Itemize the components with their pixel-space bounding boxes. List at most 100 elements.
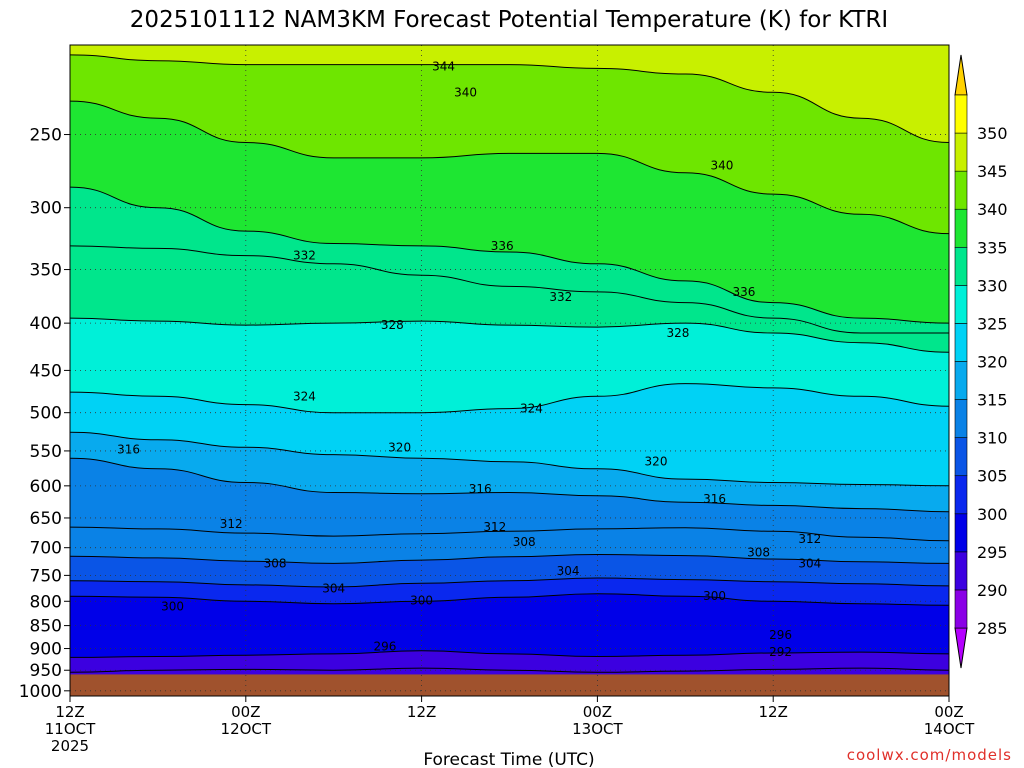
contour-label-324: 324 xyxy=(520,402,543,416)
colorbar-label-330: 330 xyxy=(977,276,1008,295)
contour-label-308: 308 xyxy=(513,535,536,549)
contour-label-316: 316 xyxy=(469,482,492,496)
colorbar-swatch-330 xyxy=(954,246,968,286)
colorbar-label-315: 315 xyxy=(977,391,1008,410)
contour-label-312: 312 xyxy=(483,520,506,534)
colorbar-label-290: 290 xyxy=(977,581,1008,600)
contour-label-296: 296 xyxy=(769,628,792,642)
ground-block xyxy=(70,674,949,696)
colorbar-swatch-340 xyxy=(954,170,968,210)
x-tick-label-48-1: 12Z xyxy=(759,703,788,721)
contour-label-340: 340 xyxy=(710,158,733,172)
contour-label-312: 312 xyxy=(798,532,821,546)
y-tick-label-600: 600 xyxy=(30,477,62,497)
contour-label-324: 324 xyxy=(293,389,316,403)
colorbar-swatch-310 xyxy=(954,399,968,438)
contour-label-344: 344 xyxy=(432,59,455,73)
x-tick-label-60-2: 14OCT xyxy=(924,720,975,738)
contour-label-340: 340 xyxy=(454,85,477,99)
x-tick-label-12-2: 12OCT xyxy=(221,720,272,738)
isentrope-300 xyxy=(70,593,949,606)
y-tick-label-950: 950 xyxy=(30,661,62,681)
contour-label-332: 332 xyxy=(549,290,572,304)
isentrope-292 xyxy=(70,667,949,673)
contour-label-336: 336 xyxy=(491,239,514,253)
isentrope-340 xyxy=(70,100,949,235)
x-tick-label-36-1: 00Z xyxy=(583,703,612,721)
colorbar-label-285: 285 xyxy=(977,619,1008,638)
isentrope-320 xyxy=(70,431,949,487)
x-tick-label-12-1: 00Z xyxy=(231,703,260,721)
contour-label-316: 316 xyxy=(703,492,726,506)
colorbar-label-345: 345 xyxy=(977,162,1008,181)
credit-label: coolwx.com/models xyxy=(847,746,1012,764)
contour-label-312: 312 xyxy=(220,517,243,531)
isentrope-308 xyxy=(70,553,949,564)
y-tick-label-400: 400 xyxy=(30,314,62,334)
contour-label-304: 304 xyxy=(322,582,345,596)
y-tick-label-450: 450 xyxy=(30,361,62,381)
isentrope-332 xyxy=(70,245,949,334)
colorbar-label-320: 320 xyxy=(977,353,1008,372)
colorbar-label-300: 300 xyxy=(977,505,1008,524)
colorbar-swatch-300 xyxy=(954,475,968,515)
isentrope-316 xyxy=(70,457,949,513)
colorbar-extend-above xyxy=(954,54,968,96)
colorbar-swatch-325 xyxy=(954,285,968,324)
colorbar-swatch-290 xyxy=(954,551,968,591)
isentrope-296 xyxy=(70,650,949,658)
contour-label-304: 304 xyxy=(798,556,821,570)
x-tick-label-0-2: 11OCT xyxy=(45,720,96,738)
contour-label-304: 304 xyxy=(557,564,580,578)
y-tick-label-500: 500 xyxy=(30,404,62,424)
colorbar-swatch-345 xyxy=(954,132,968,172)
colorbar-swatch-335 xyxy=(954,208,968,248)
colorbar-label-295: 295 xyxy=(977,543,1008,562)
colorbar-swatch-295 xyxy=(954,513,968,553)
y-tick-label-350: 350 xyxy=(30,261,62,281)
y-tick-label-1000: 1000 xyxy=(19,682,62,702)
x-tick-label-36-2: 13OCT xyxy=(572,720,623,738)
contour-label-308: 308 xyxy=(264,556,287,570)
contour-label-300: 300 xyxy=(410,593,433,607)
y-tick-label-850: 850 xyxy=(30,617,62,637)
y-tick-label-800: 800 xyxy=(30,592,62,612)
colorbar: 285 290 295 300 305 310 315 320 325 330 335 340 345 3… xyxy=(954,54,1008,669)
contour-label-336: 336 xyxy=(732,285,755,299)
colorbar-swatch-350 xyxy=(954,94,968,134)
x-tick-label-0-3: 2025 xyxy=(51,737,89,755)
x-tick-label-24-1: 12Z xyxy=(407,703,436,721)
contour-label-308: 308 xyxy=(747,545,770,559)
contour-label-320: 320 xyxy=(645,455,668,469)
isentrope-324 xyxy=(70,383,949,414)
contour-label-300: 300 xyxy=(161,599,184,613)
colorbar-swatch-315 xyxy=(954,361,968,400)
y-tick-label-550: 550 xyxy=(30,442,62,462)
contour-label-292: 292 xyxy=(769,645,792,659)
colorbar-swatch-285 xyxy=(954,589,968,629)
contour-label-328: 328 xyxy=(667,326,690,340)
colorbar-label-340: 340 xyxy=(977,200,1008,219)
isentrope-344 xyxy=(70,54,949,143)
y-tick-label-650: 650 xyxy=(30,509,62,529)
contour-label-296: 296 xyxy=(374,639,397,653)
contour-label-332: 332 xyxy=(293,249,316,263)
colorbar-label-335: 335 xyxy=(977,238,1008,257)
contour-label-316: 316 xyxy=(117,442,140,456)
y-tick-label-250: 250 xyxy=(30,126,62,146)
x-tick-label-0-1: 12Z xyxy=(55,703,84,721)
grid-lines xyxy=(70,45,949,696)
colorbar-swatch-305 xyxy=(954,437,968,477)
ground-below-surface xyxy=(70,674,949,696)
contour-label-328: 328 xyxy=(381,318,404,332)
x-axis-label: Forecast Time (UTC) xyxy=(423,750,594,768)
chart-title: 2025101112 NAM3KM Forecast Potential Tem… xyxy=(130,7,888,33)
colorbar-label-305: 305 xyxy=(977,467,1008,486)
contour-labels: 344 340 340 336 336 332 332 328 328 324 324 320 320 3… xyxy=(117,59,821,659)
y-tick-label-300: 300 xyxy=(30,199,62,219)
isentrope-contours xyxy=(70,54,949,673)
pressure-axis: 250 300 350 400 450 500 550 600 650 700 750 800 850 9… xyxy=(19,126,70,702)
colorbar-label-310: 310 xyxy=(977,429,1008,448)
